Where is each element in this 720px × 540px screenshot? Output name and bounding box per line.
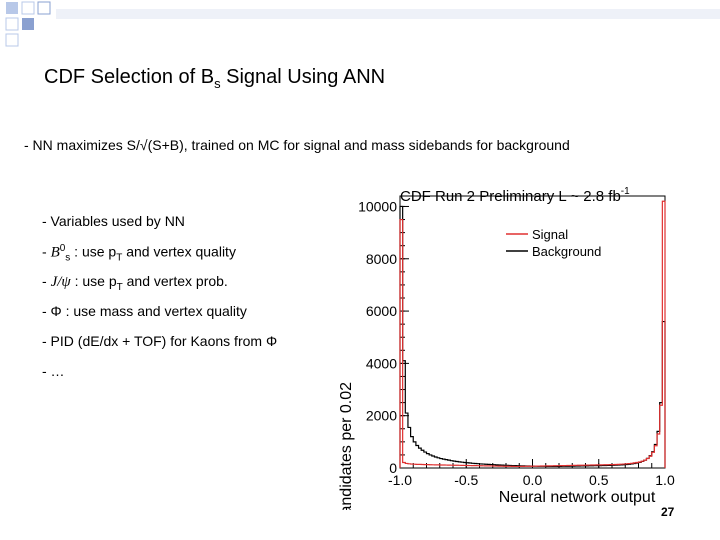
- deco-square: [21, 1, 35, 15]
- bullet-bs: - B0s : use pT and vertex quality: [42, 243, 236, 264]
- y-tick-label: 10000: [358, 198, 397, 214]
- slide-subtitle: - NN maximizes S/√(S+B), trained on MC f…: [24, 137, 570, 153]
- deco-square: [5, 33, 19, 47]
- x-tick-label: 0.5: [589, 472, 609, 488]
- y-tick-label: 0: [389, 460, 397, 476]
- deco-square: [6, 2, 18, 14]
- bullet-phi: - Φ : use mass and vertex quality: [42, 303, 247, 319]
- x-axis-label: Neural network output: [499, 489, 656, 506]
- x-tick-label: -0.5: [454, 472, 478, 488]
- y-tick-label: 2000: [366, 408, 397, 424]
- slide-title: CDF Selection of Bs Signal Using ANN: [44, 66, 386, 91]
- deco-bar: [56, 9, 720, 19]
- bullet-more: - …: [42, 363, 65, 379]
- y-axis-label: Candidates per 0.02: [338, 382, 355, 510]
- y-tick-label: 6000: [366, 303, 397, 319]
- bullet-jpsi: - J/ψ : use pT and vertex prob.: [42, 273, 228, 293]
- y-tick-label: 8000: [366, 251, 397, 267]
- legend-signal-label: Signal: [532, 227, 568, 242]
- series-signal-histogram: [399, 200, 666, 468]
- legend-background-label: Background: [532, 244, 601, 259]
- y-tick-label: 4000: [366, 355, 397, 371]
- x-tick-label: -1.0: [388, 472, 412, 488]
- bullet-pid: - PID (dE/dx + TOF) for Kaons from Φ: [42, 333, 278, 349]
- x-tick-label: 1.0: [655, 472, 675, 488]
- bullet-variables: - Variables used by NN: [42, 213, 185, 229]
- decorative-squares: [5, 1, 720, 47]
- nn-output-chart: CDF Run 2 Preliminary L ~ 2.8 fb-1 Candi…: [338, 186, 675, 510]
- deco-square: [5, 17, 19, 31]
- deco-square: [22, 18, 34, 30]
- x-tick-label: 0.0: [523, 472, 543, 488]
- bullet-list: - Variables used by NN - B0s : use pT an…: [42, 213, 277, 393]
- deco-square: [37, 1, 51, 15]
- page-number: 27: [661, 505, 675, 519]
